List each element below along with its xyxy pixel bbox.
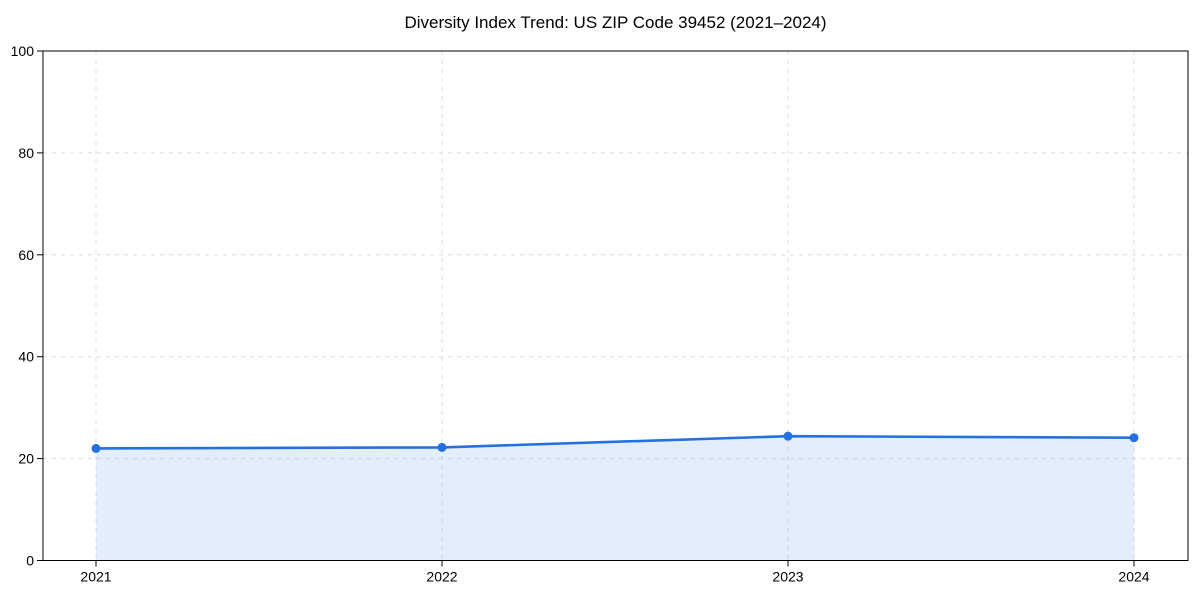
y-tick-label: 40 xyxy=(18,349,34,365)
data-point-2023 xyxy=(783,431,793,441)
y-tick-label: 100 xyxy=(11,43,35,59)
data-point-2021 xyxy=(91,443,101,453)
y-tick-label: 80 xyxy=(18,145,34,161)
y-tick-label: 0 xyxy=(26,553,34,569)
data-point-2022 xyxy=(437,442,447,452)
x-tick-label: 2022 xyxy=(426,569,457,585)
x-tick-label: 2021 xyxy=(80,569,111,585)
y-tick-label: 60 xyxy=(18,247,34,263)
x-tick-label: 2023 xyxy=(772,569,803,585)
area-fill xyxy=(96,436,1134,561)
axes-border xyxy=(42,50,1189,561)
y-tick-label: 20 xyxy=(18,451,34,467)
data-point-2024 xyxy=(1129,433,1139,443)
chart-title: Diversity Index Trend: US ZIP Code 39452… xyxy=(404,13,827,32)
x-tick-label: 2024 xyxy=(1118,569,1149,585)
trend-line xyxy=(94,434,1136,450)
